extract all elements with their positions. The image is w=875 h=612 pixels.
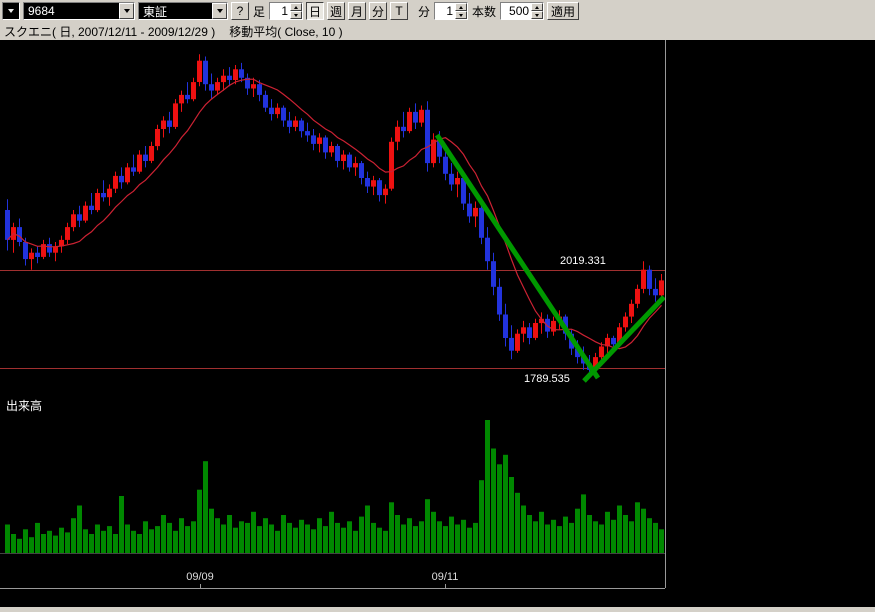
price-chart[interactable]: 2019.331 1789.535 出来高 09/09 09/11	[0, 40, 875, 607]
moving-average-line	[7, 78, 662, 350]
bar-count-spinner	[500, 2, 545, 20]
bar-count-input[interactable]	[501, 3, 532, 19]
triangle-down-icon	[294, 13, 299, 17]
symbol-combo[interactable]: 9684	[23, 2, 135, 20]
minute-spinner	[434, 2, 469, 20]
spinner-down-button[interactable]	[290, 11, 303, 19]
period-button-month[interactable]: 月	[348, 2, 367, 20]
upper-level-label: 2019.331	[560, 255, 606, 267]
period-button-week[interactable]: 週	[327, 2, 346, 20]
minute-interval-input[interactable]	[435, 3, 456, 19]
interval-input[interactable]	[270, 3, 291, 19]
triangle-up-icon	[459, 5, 464, 9]
triangle-up-icon	[535, 5, 540, 9]
bar-count-label: 本数	[472, 4, 497, 19]
interval-label: 足	[253, 4, 266, 19]
chart-title-bar: スクエニ( 日, 2007/12/11 - 2009/12/29 ) 移動平均(…	[0, 22, 875, 40]
chevron-down-icon	[8, 9, 14, 13]
period-button-day[interactable]: 日	[306, 2, 325, 20]
x-axis-label: 09/09	[186, 571, 214, 583]
candlesticks	[5, 54, 664, 377]
spinner-up-button[interactable]	[531, 3, 544, 11]
lower-level-label: 1789.535	[524, 373, 570, 385]
triangle-down-icon	[535, 13, 540, 17]
minute-label: 分	[418, 4, 431, 19]
chevron-down-icon	[216, 9, 223, 13]
volume-section-label: 出来高	[6, 398, 42, 413]
triangle-up-icon	[294, 5, 299, 9]
market-combo[interactable]: 東証	[138, 2, 228, 20]
spinner-down-button[interactable]	[455, 11, 468, 19]
spinner-down-button[interactable]	[531, 11, 544, 19]
period-button-minute[interactable]: 分	[369, 2, 388, 20]
spinner-up-button[interactable]	[290, 3, 303, 11]
market-combo-value: 東証	[143, 4, 168, 19]
market-combo-arrow-button[interactable]	[212, 3, 227, 19]
help-button[interactable]: ?	[231, 2, 249, 20]
spinner-up-button[interactable]	[455, 3, 468, 11]
period-button-tick[interactable]: T	[390, 2, 409, 20]
trend-line[interactable]	[582, 295, 666, 383]
symbol-combo-arrow-button[interactable]	[119, 3, 134, 19]
chart-canvas[interactable]: 2019.331 1789.535 出来高 09/09 09/11	[0, 40, 875, 607]
interval-spinner	[269, 2, 304, 20]
chevron-down-icon	[123, 9, 130, 13]
volume-bars	[5, 420, 664, 554]
symbol-combo-value: 9684	[28, 4, 55, 18]
moving-average-legend: 移動平均( Close, 10 )	[229, 24, 343, 39]
chart-title: スクエニ( 日, 2007/12/11 - 2009/12/29 )	[4, 24, 216, 39]
trend-line[interactable]	[434, 133, 601, 380]
triangle-down-icon	[459, 13, 464, 17]
x-axis-label: 09/11	[432, 571, 459, 583]
symbol-list-dropdown-button[interactable]	[2, 2, 20, 20]
toolbar: 9684 東証 ? 足 日 週 月 分 T 分	[0, 0, 875, 22]
apply-button[interactable]: 適用	[547, 2, 580, 20]
